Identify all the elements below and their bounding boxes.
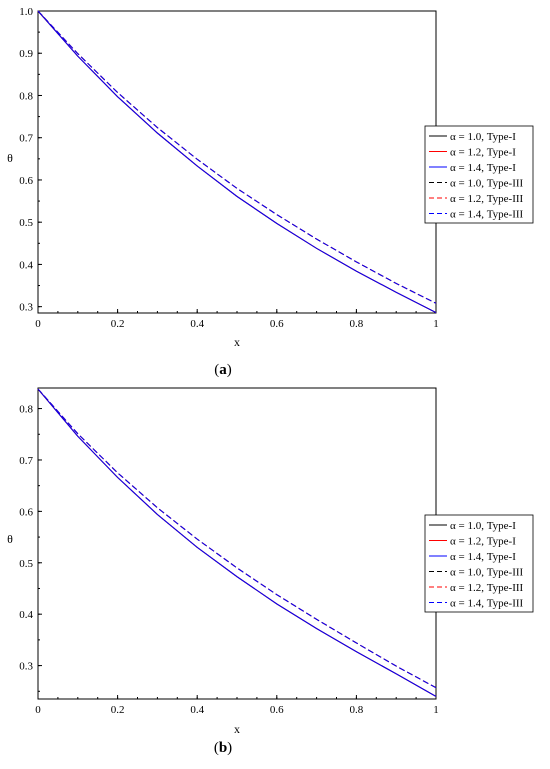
series-line-1	[37, 10, 437, 314]
x-tick-label: 0.2	[111, 318, 125, 330]
x-tick-label: 0.6	[270, 704, 284, 716]
legend-box	[424, 125, 534, 224]
x-tick-label: 1	[433, 704, 439, 716]
y-tick-label: 0.4	[19, 259, 33, 271]
series-line-5	[37, 388, 437, 689]
y-tick-label: 0.7	[19, 455, 33, 467]
y-axis-label: θ	[7, 151, 13, 165]
series-line-1	[37, 388, 437, 697]
caption-letter: b	[219, 740, 227, 756]
y-tick-label: 0.6	[19, 175, 33, 187]
legend-entry: α = 1.2, Type-I	[450, 536, 516, 548]
plot-frame	[37, 10, 437, 314]
y-tick-label: 0.3	[19, 302, 33, 314]
caption-open: (	[214, 362, 219, 378]
legend-entry: α = 1.4, Type-I	[450, 551, 516, 563]
legend-entry: α = 1.0, Type-I	[450, 131, 516, 143]
series-line-3	[37, 10, 437, 314]
y-tick-label: 0.5	[19, 558, 33, 570]
series-line-2	[37, 388, 437, 697]
x-tick-label: 0.8	[350, 318, 364, 330]
series-line-3	[37, 388, 437, 697]
x-axis-label: x	[234, 722, 240, 736]
series-line-2	[37, 10, 437, 314]
x-tick-label: 0	[35, 704, 41, 716]
y-tick-label: 0.3	[19, 661, 33, 673]
series-line-5	[37, 10, 437, 304]
legend-entry: α = 1.2, Type-I	[450, 147, 516, 159]
panel-caption: (a)	[214, 362, 232, 378]
caption-close: )	[227, 740, 232, 756]
caption-letter: a	[219, 362, 227, 378]
y-tick-label: 0.8	[19, 404, 33, 416]
y-tick-label: 0.8	[19, 90, 33, 102]
x-axis-label: x	[234, 335, 240, 349]
y-tick-label: 0.6	[19, 506, 33, 518]
legend-entry: α = 1.2, Type-III	[450, 193, 524, 205]
x-tick-label: 0.6	[270, 318, 284, 330]
series-line-4	[37, 388, 437, 689]
x-tick-label: 0.2	[111, 704, 125, 716]
x-tick-label: 0.8	[350, 704, 364, 716]
y-tick-label: 0.4	[19, 609, 33, 621]
legend-entry: α = 1.0, Type-III	[450, 178, 524, 190]
x-tick-label: 0.4	[190, 318, 204, 330]
y-tick-label: 1.0	[19, 6, 33, 18]
y-tick-label: 0.9	[19, 48, 33, 60]
x-tick-label: 0	[35, 318, 41, 330]
caption-close: )	[227, 362, 232, 378]
plot-frame	[37, 387, 437, 700]
panel-caption: (b)	[214, 740, 232, 756]
series-line-4	[37, 10, 437, 304]
legend-entry: α = 1.0, Type-III	[450, 567, 524, 579]
y-tick-label: 0.5	[19, 217, 33, 229]
series-line-6	[37, 10, 437, 304]
legend-box	[424, 514, 534, 613]
series-line-6	[37, 388, 437, 689]
legend-entry: α = 1.0, Type-I	[450, 520, 516, 532]
legend-entry: α = 1.4, Type-III	[450, 209, 524, 221]
legend-entry: α = 1.4, Type-III	[450, 598, 524, 610]
x-tick-label: 0.4	[190, 704, 204, 716]
y-axis-label: θ	[7, 532, 13, 546]
legend-entry: α = 1.4, Type-I	[450, 162, 516, 174]
y-tick-label: 0.7	[19, 133, 33, 145]
legend-entry: α = 1.2, Type-III	[450, 582, 524, 594]
x-tick-label: 1	[433, 318, 439, 330]
caption-open: (	[214, 740, 219, 756]
